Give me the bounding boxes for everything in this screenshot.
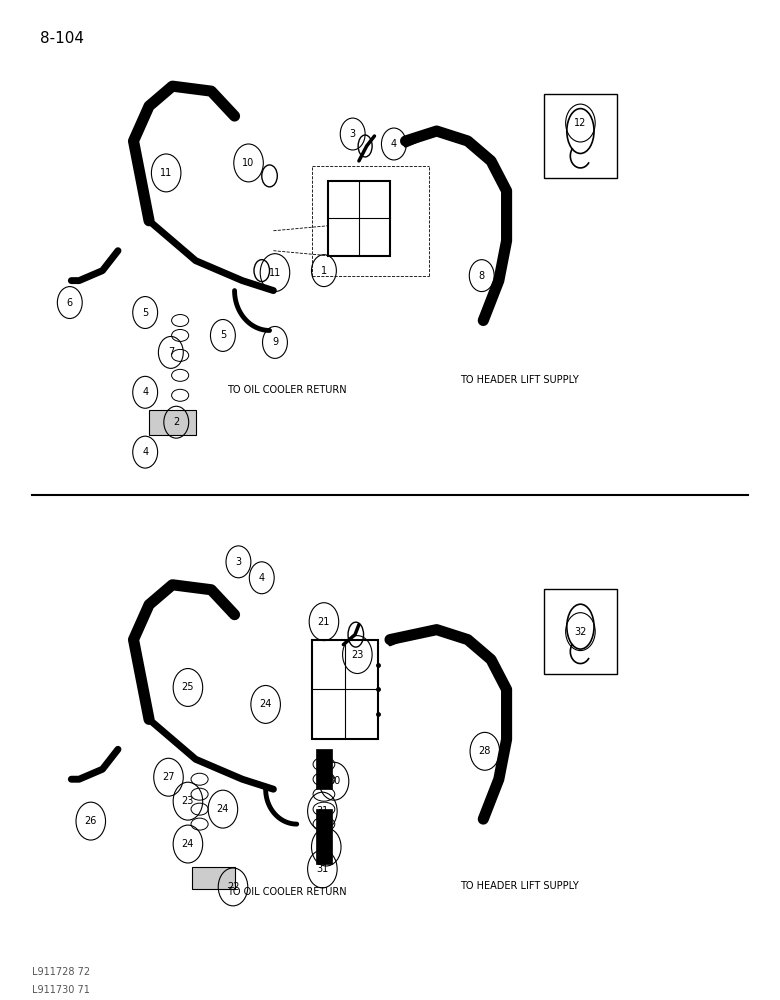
Text: 12: 12	[574, 118, 587, 128]
Text: 21: 21	[317, 617, 330, 627]
FancyBboxPatch shape	[149, 410, 196, 435]
Text: 24: 24	[260, 699, 272, 709]
Text: L911730 71: L911730 71	[33, 985, 90, 995]
FancyBboxPatch shape	[316, 749, 332, 789]
Text: 1: 1	[321, 266, 327, 276]
Text: 26: 26	[84, 816, 97, 826]
Text: 30: 30	[328, 776, 340, 786]
Text: TO OIL COOLER RETURN: TO OIL COOLER RETURN	[227, 887, 346, 897]
Text: 31: 31	[316, 864, 328, 874]
Text: 23: 23	[351, 650, 363, 660]
Text: 29: 29	[320, 842, 332, 852]
FancyBboxPatch shape	[192, 867, 235, 889]
FancyBboxPatch shape	[316, 809, 332, 864]
Text: 7: 7	[168, 347, 174, 357]
Text: 8-104: 8-104	[41, 31, 84, 46]
Text: 4: 4	[142, 447, 148, 457]
Text: 24: 24	[217, 804, 229, 814]
Text: 32: 32	[574, 627, 587, 637]
Text: 11: 11	[269, 268, 281, 278]
Text: 8: 8	[479, 271, 485, 281]
Text: 28: 28	[479, 746, 491, 756]
Text: TO HEADER LIFT SUPPLY: TO HEADER LIFT SUPPLY	[460, 881, 579, 891]
Text: TO HEADER LIFT SUPPLY: TO HEADER LIFT SUPPLY	[460, 375, 579, 385]
Text: 5: 5	[142, 308, 148, 318]
Text: 4: 4	[259, 573, 265, 583]
Text: 3: 3	[236, 557, 242, 567]
Text: 11: 11	[160, 168, 172, 178]
Text: 23: 23	[182, 796, 194, 806]
Text: TO OIL COOLER RETURN: TO OIL COOLER RETURN	[227, 385, 346, 395]
Text: 5: 5	[220, 330, 226, 340]
Text: 6: 6	[67, 298, 73, 308]
Text: 3: 3	[349, 129, 356, 139]
Text: 9: 9	[272, 337, 278, 347]
Text: 24: 24	[182, 839, 194, 849]
Text: 31: 31	[316, 806, 328, 816]
Text: 25: 25	[182, 682, 194, 692]
Text: L911728 72: L911728 72	[33, 967, 90, 977]
Text: 4: 4	[142, 387, 148, 397]
Text: 22: 22	[227, 882, 239, 892]
Text: 27: 27	[162, 772, 175, 782]
Text: 10: 10	[243, 158, 255, 168]
Text: 2: 2	[173, 417, 179, 427]
Text: 4: 4	[391, 139, 397, 149]
